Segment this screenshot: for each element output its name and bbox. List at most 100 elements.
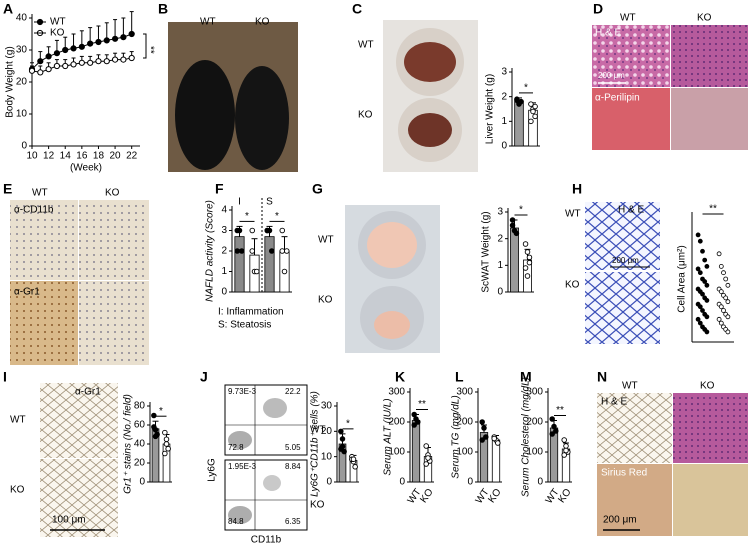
micrograph	[592, 88, 670, 150]
y-tick-label: 1	[501, 116, 507, 127]
photo-mice: WT KO	[168, 17, 298, 172]
stain-label: α-Gr1	[14, 287, 40, 298]
marker	[120, 34, 127, 41]
data-point	[697, 238, 703, 244]
data-point	[723, 295, 729, 301]
bar	[510, 227, 519, 293]
data-point	[526, 254, 533, 261]
data-point	[238, 248, 245, 254]
group-label: WT	[310, 425, 326, 436]
y-tick-label: 0	[497, 287, 503, 298]
y-tick-label: 30	[321, 401, 333, 412]
data-point	[700, 291, 705, 297]
photo-fat: WT KO	[318, 205, 440, 353]
data-point	[279, 227, 286, 234]
y-tick-label: 10	[16, 109, 28, 120]
micrograph	[673, 393, 748, 463]
data-point	[704, 263, 710, 269]
significance: **	[144, 46, 155, 54]
panel-label: M	[520, 369, 532, 385]
micrograph	[592, 25, 670, 87]
group-label: WT	[620, 13, 636, 24]
micrograph	[585, 202, 660, 270]
marker	[45, 53, 52, 60]
significance: *	[524, 83, 528, 94]
y-tick-label: 2	[497, 233, 503, 244]
quadrant-value: 8.84	[285, 462, 301, 471]
bar	[234, 236, 245, 293]
group-label: KO	[697, 13, 712, 24]
significance-bracket	[143, 33, 147, 59]
data-point	[264, 227, 271, 234]
data-point	[561, 437, 567, 443]
panel-label: E	[3, 181, 12, 197]
y-tick-label: 40	[16, 13, 28, 24]
group-label: KO	[310, 500, 325, 511]
significance: *	[159, 406, 163, 417]
y-tick-label: 60	[134, 420, 146, 431]
bar	[264, 236, 275, 293]
y-tick-label: 0	[399, 477, 405, 488]
y-tick-label: 80	[134, 401, 146, 412]
micrograph	[597, 393, 672, 463]
y-tick-label: 3	[497, 207, 503, 218]
y-tick-label: 300	[388, 387, 405, 398]
data-point	[162, 450, 168, 457]
marker	[103, 37, 110, 44]
panel-label: I	[3, 369, 7, 385]
x-tick-label: 18	[93, 151, 105, 162]
x-axis-label: (Week)	[70, 163, 102, 174]
data-point	[516, 101, 522, 107]
panel-label: C	[352, 1, 362, 17]
micrograph-liver-2: WT KO H & E Sirius Red 200 μm	[597, 381, 748, 536]
marker	[53, 50, 61, 57]
y-axis-label: Gr1⁺ stains (No./ field)	[123, 394, 134, 494]
group-label: KO	[255, 17, 270, 28]
significance: **	[418, 399, 426, 410]
data-point	[524, 273, 531, 279]
data-point	[718, 320, 724, 326]
data-point	[249, 248, 255, 254]
data-point	[339, 436, 346, 442]
data-point	[253, 268, 260, 275]
y-tick-label: 0	[326, 477, 332, 488]
data-point	[697, 304, 703, 310]
data-point	[718, 263, 724, 269]
micrograph	[597, 464, 672, 536]
stain-label: H & E	[595, 28, 621, 39]
data-point	[479, 437, 485, 443]
scale-label: 200 μm	[612, 256, 639, 265]
x-tick-label: 14	[60, 151, 72, 162]
data-point	[415, 419, 421, 425]
data-point	[700, 248, 705, 254]
data-point	[697, 270, 703, 276]
micrograph-gr1: α-Gr1 WT KO 100 μm	[10, 383, 118, 537]
data-point	[284, 248, 290, 254]
marker	[78, 43, 85, 50]
y-tick-label: 10	[321, 451, 333, 462]
micrograph	[673, 464, 748, 536]
x-tick-label: KO	[486, 487, 503, 505]
marker	[62, 46, 69, 54]
y-tick-label: 2	[501, 91, 507, 102]
bar	[514, 101, 524, 147]
data-point	[513, 230, 520, 237]
x-tick-label: 12	[43, 151, 55, 162]
y-axis-label: Serum TG (mg/dL)	[451, 395, 462, 478]
micrograph-ihc: WT KO α-CD11b α-Gr1	[10, 188, 149, 365]
marker	[95, 38, 102, 46]
data-point	[411, 422, 417, 428]
marker	[95, 58, 102, 65]
liver	[404, 42, 456, 82]
marker	[37, 58, 44, 65]
bar	[411, 420, 421, 483]
marker	[128, 54, 135, 62]
data-point	[721, 270, 726, 276]
micrograph	[79, 281, 149, 365]
x-tick-label: 22	[126, 151, 138, 162]
marker	[78, 59, 85, 66]
group-label: I	[238, 197, 241, 208]
data-point	[700, 308, 705, 313]
marker	[111, 35, 119, 42]
micrograph	[10, 200, 78, 280]
